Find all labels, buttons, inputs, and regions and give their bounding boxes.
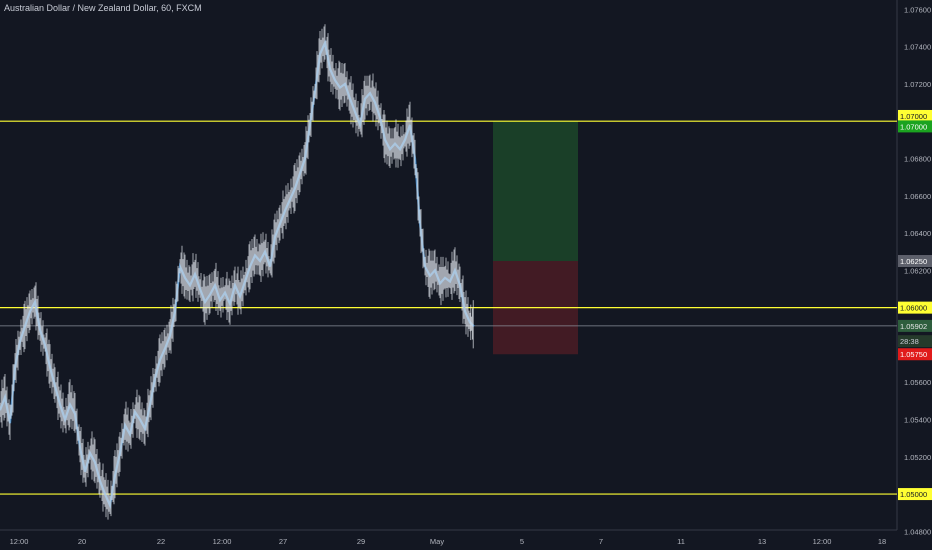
price-tick-label: 1.04800 [904,527,931,536]
upper-line-price-tag: 1.07000 [900,112,927,121]
price-tick-label: 1.06400 [904,229,931,238]
time-tick-label: 22 [157,537,165,546]
entry-price-tag: 1.06250 [900,257,927,266]
price-tick-label: 1.06800 [904,154,931,163]
time-tick-label: May [430,537,444,546]
time-tick-label: 7 [599,537,603,546]
time-tick-label: 11 [677,537,685,546]
time-tick-label: 12:00 [813,537,832,546]
time-tick-label: 5 [520,537,524,546]
price-tick-label: 1.05200 [904,453,931,462]
profit-zone [493,121,578,262]
lower-line-price-tag: 1.05000 [900,490,927,499]
countdown-tag: 28:38 [900,337,919,346]
stop-loss-price-tag: 1.05750 [900,350,927,359]
time-tick-label: 12:00 [10,537,29,546]
countdown-tag-bg [898,335,932,348]
price-tick-label: 1.05400 [904,415,931,424]
middle-line-price-tag: 1.06000 [900,304,927,313]
price-tick-label: 1.06200 [904,266,931,275]
time-tick-label: 20 [78,537,86,546]
time-tick-label: 13 [758,537,766,546]
stop-loss-price-tag-bg [898,348,932,361]
middle-line-price-tag-bg [898,301,932,314]
price-tick-label: 1.07600 [904,5,931,14]
time-tick-label: 12:00 [213,537,232,546]
price-tick-label: 1.07400 [904,43,931,52]
price-tick-label: 1.07200 [904,80,931,89]
time-tick-label: 29 [357,537,365,546]
last-price-tag: 1.05902 [900,322,927,331]
entry-price-tag-bg [898,255,932,268]
take-profit-price-tag-bg [898,120,932,133]
chart-title: Australian Dollar / New Zealand Dollar, … [4,3,202,13]
upper-line-price-tag-bg [898,109,932,122]
price-tick-label: 1.05600 [904,378,931,387]
price-tick-label: 1.06600 [904,192,931,201]
time-tick-label: 27 [279,537,287,546]
take-profit-price-tag: 1.07000 [900,122,927,131]
last-price-tag-bg [898,319,932,332]
lower-line-price-tag-bg [898,488,932,501]
time-tick-label: 18 [878,537,886,546]
